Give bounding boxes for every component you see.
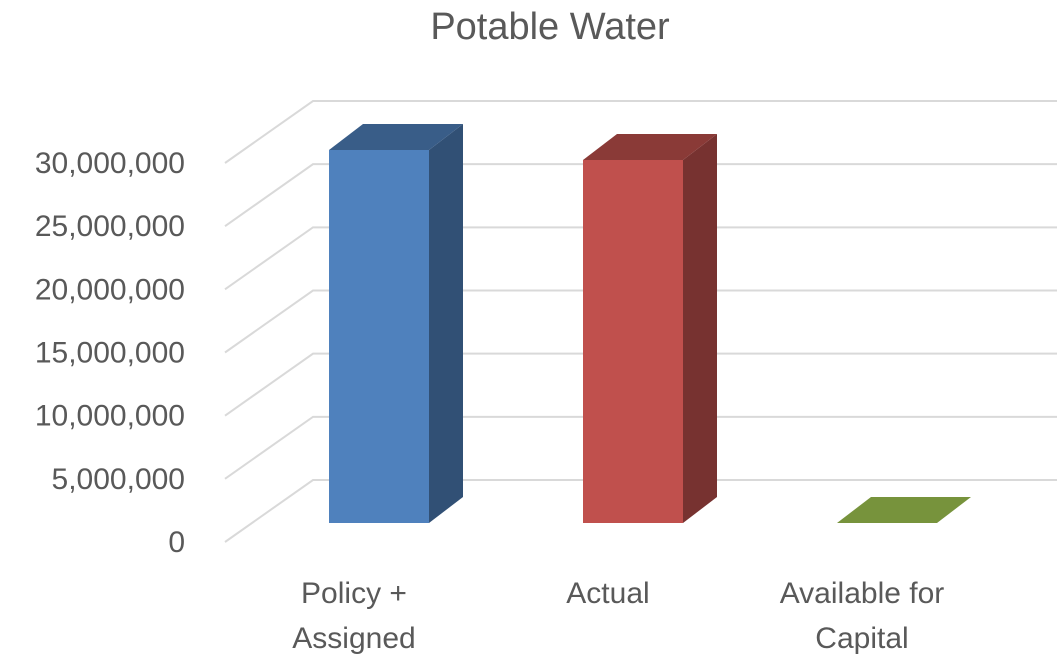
bar-side [683,133,717,524]
y-tick-label: 30,000,000 [35,147,185,180]
bar [583,159,683,524]
y-tick-label: 25,000,000 [35,210,185,243]
bar-top [583,133,717,160]
gridline [224,415,1057,480]
gridline [224,163,1057,227]
y-tick-label: 5,000,000 [52,463,185,496]
y-tick-label: 15,000,000 [35,337,185,370]
y-tick-label: 10,000,000 [35,400,185,433]
bar [329,150,429,523]
gridline [224,479,1057,543]
chart-title: Potable Water [430,6,670,48]
gridline [224,289,1057,354]
y-tick-label: 20,000,000 [35,273,185,306]
bar-top [329,124,463,150]
x-tick-label: Policy + [301,577,407,610]
y-tick-label: 0 [168,526,185,559]
x-tick-label: Available for [780,577,945,610]
x-tick-label: Capital [815,622,908,655]
x-tick-label: Actual [566,577,649,610]
gridline [224,226,1057,291]
gridline [224,352,1057,417]
x-tick-label: Assigned [292,622,415,655]
bar-side [429,124,463,523]
gridline [224,100,1057,164]
bar-top [837,497,971,523]
